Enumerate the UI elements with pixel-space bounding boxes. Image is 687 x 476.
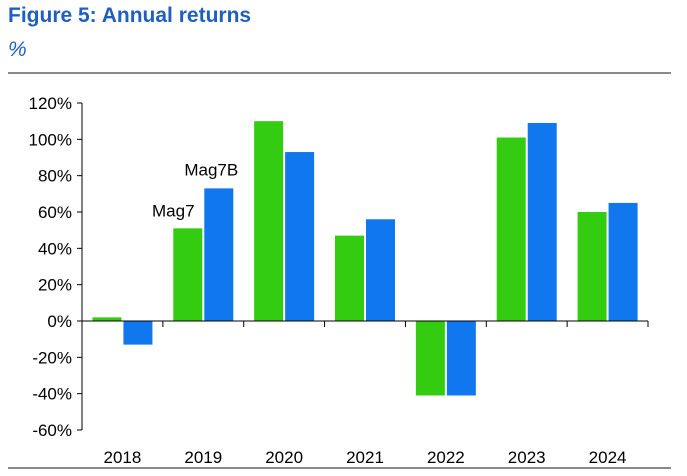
bar-mag7-2024	[577, 212, 607, 321]
y-axis: -60% -40% -20% 0% 20% 40% 60% 80% 100% 120%	[29, 94, 83, 440]
x-axis: 2018 2019 2020 2021 2022 2023 2024	[81, 320, 649, 467]
chart-title: Figure 5: Annual returns	[8, 4, 252, 27]
top-divider	[8, 72, 671, 74]
y-tick-label: -40%	[32, 385, 72, 404]
bar-mag7b-2021	[366, 219, 395, 321]
bar-mag7b-2019	[204, 188, 234, 321]
x-tick-label: 2019	[184, 448, 222, 467]
x-tick-label: 2023	[508, 448, 546, 467]
y-tick-label: 40%	[38, 239, 72, 258]
x-tick-label: 2024	[589, 448, 627, 467]
y-tick-label: 0%	[47, 312, 72, 331]
y-tick-label: 60%	[38, 203, 72, 222]
y-tick-label: -20%	[32, 348, 72, 367]
y-tick-label: 20%	[38, 276, 72, 295]
bar-mag7b-2022	[446, 321, 476, 396]
x-tick-label: 2020	[265, 448, 303, 467]
bars	[92, 121, 638, 396]
bar-mag7-2019	[173, 228, 203, 321]
bar-mag7b-2020	[285, 152, 315, 321]
series-annotations: Mag7 Mag7B	[152, 160, 238, 220]
x-tick-label: 2022	[427, 448, 465, 467]
chart-unit-label: %	[8, 38, 27, 61]
y-tick-label: 120%	[29, 94, 72, 113]
bar-mag7-2018	[92, 317, 122, 321]
x-tick-label: 2021	[346, 448, 384, 467]
annotation-mag7: Mag7	[152, 201, 195, 220]
bar-mag7b-2024	[608, 202, 638, 321]
bar-mag7-2021	[335, 235, 364, 321]
bottom-divider	[8, 467, 671, 469]
y-tick-label: 80%	[38, 167, 72, 186]
bar-mag7-2020	[254, 121, 284, 322]
bar-mag7-2022	[415, 321, 445, 396]
bar-mag7-2023	[496, 137, 526, 321]
x-tick-label: 2018	[104, 448, 142, 467]
bar-mag7b-2023	[527, 122, 557, 321]
y-tick-label: 100%	[29, 130, 72, 149]
y-tick-label: -60%	[32, 421, 72, 440]
annotation-mag7b: Mag7B	[184, 160, 238, 179]
bar-mag7b-2018	[123, 321, 153, 345]
